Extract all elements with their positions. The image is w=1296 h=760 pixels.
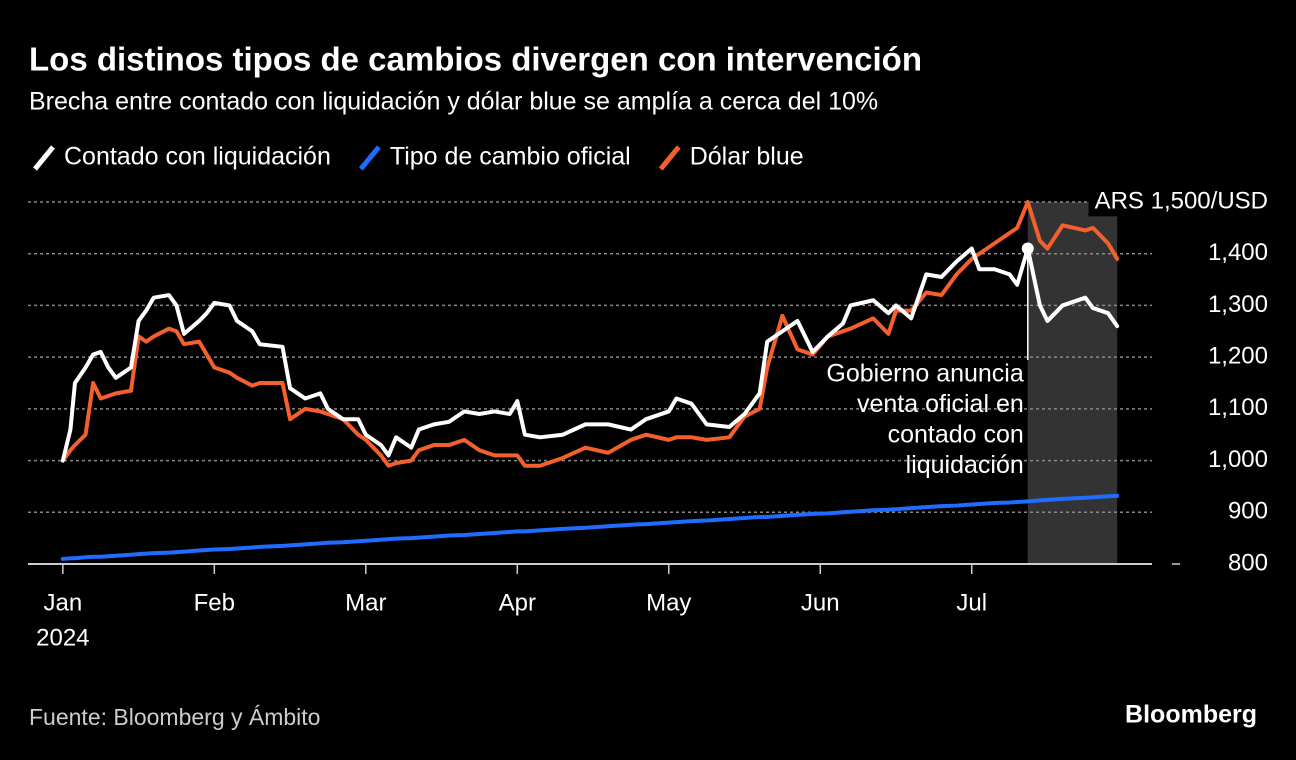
highlight-region — [1027, 202, 1118, 564]
x-tick-label: Jun — [801, 589, 840, 616]
legend-marker — [658, 145, 681, 171]
brand: Bloomberg — [1125, 701, 1257, 729]
legend-label: Dólar blue — [690, 143, 804, 171]
legend-marker — [358, 145, 381, 171]
legend-label: Contado con liquidación — [64, 143, 331, 171]
y-tick-label: 1,100 — [1208, 394, 1268, 421]
y-tick-label: 1,200 — [1208, 342, 1268, 369]
y-tick-label: ARS 1,500/USD — [1095, 187, 1268, 214]
x-tick-label: Apr — [499, 589, 536, 616]
annotation-text: contado con — [888, 421, 1024, 449]
x-tick-label: Jul — [956, 589, 987, 616]
y-tick-label: 1,400 — [1208, 239, 1268, 266]
series-line — [60, 200, 1120, 468]
x-tick-label: Jan — [43, 589, 82, 616]
annotation-text: venta oficial en — [857, 390, 1024, 418]
source: Fuente: Bloomberg y Ámbito — [29, 704, 320, 730]
chart-title: Los distinos tipos de cambios divergen c… — [29, 41, 922, 78]
annotation-text: liquidación — [906, 451, 1024, 479]
y-tick-label-bg — [1088, 185, 1272, 217]
chart-subtitle: Brecha entre contado con liquidación y d… — [29, 88, 878, 116]
x-tick-label: May — [646, 589, 691, 616]
y-tick-label: 800 — [1228, 549, 1268, 576]
x-tick-label: Mar — [345, 589, 386, 616]
y-tick-label: 1,300 — [1208, 291, 1268, 318]
x-sublabel: 2024 — [36, 624, 89, 651]
series-line — [60, 493, 1120, 561]
y-tick-label: 900 — [1228, 498, 1268, 525]
legend-marker — [33, 145, 55, 171]
annotation-text: Gobierno anuncia — [826, 360, 1023, 388]
series-line — [60, 246, 1120, 463]
legend-label: Tipo de cambio oficial — [390, 143, 631, 171]
x-tick-label: Feb — [194, 589, 235, 616]
y-tick-label: 1,000 — [1208, 446, 1268, 473]
annotation-dot — [1021, 242, 1034, 255]
